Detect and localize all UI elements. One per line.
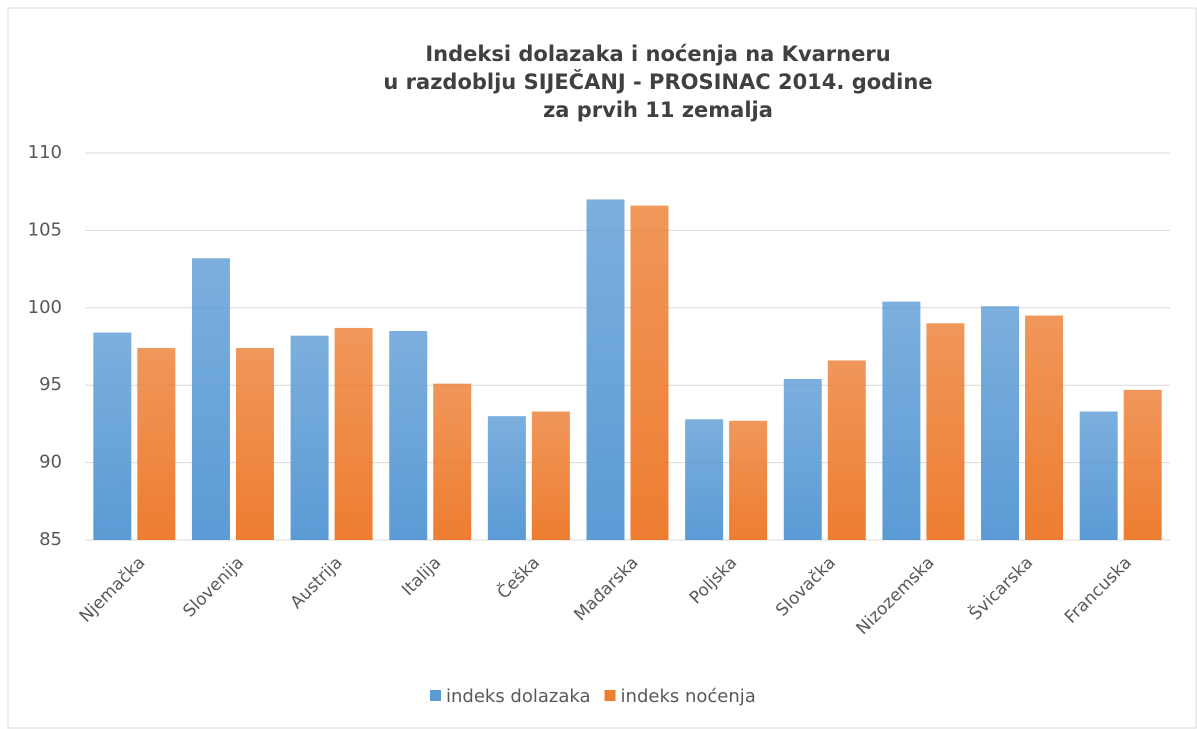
bar: [1025, 315, 1064, 540]
y-tick-label: 110: [28, 142, 62, 163]
bar: [783, 379, 822, 540]
y-tick-label: 100: [28, 297, 62, 318]
bar: [235, 348, 274, 540]
chart-title: u razdoblju SIJEČANJ - PROSINAC 2014. go…: [383, 69, 932, 94]
legend-swatch: [604, 690, 616, 701]
y-tick-label: 90: [39, 452, 62, 473]
bar: [290, 335, 329, 540]
bar: [93, 332, 132, 540]
chart-title: Indeksi dolazaka i noćenja na Kvarneru: [425, 42, 890, 66]
bar: [1123, 389, 1162, 540]
bar: [334, 327, 373, 540]
bar: [191, 258, 230, 540]
legend-label: indeks noćenja: [621, 686, 756, 707]
bar: [487, 416, 526, 540]
y-tick-label: 95: [39, 374, 62, 395]
bar: [531, 411, 570, 540]
legend-label: indeks dolazaka: [446, 686, 591, 707]
bar: [926, 323, 965, 540]
bar: [981, 306, 1020, 540]
bar: [433, 383, 472, 540]
bar: [882, 301, 921, 540]
chart-title: za prvih 11 zemalja: [543, 98, 773, 122]
y-tick-label: 105: [28, 219, 62, 240]
bar: [685, 419, 724, 540]
bar: [729, 420, 768, 540]
bar: [827, 360, 866, 540]
bar: [586, 199, 625, 540]
legend-swatch: [430, 690, 441, 701]
bar: [630, 205, 669, 540]
bar: [1079, 411, 1118, 540]
bar: [137, 348, 176, 540]
bar: [389, 331, 428, 540]
y-tick-label: 85: [39, 529, 62, 550]
